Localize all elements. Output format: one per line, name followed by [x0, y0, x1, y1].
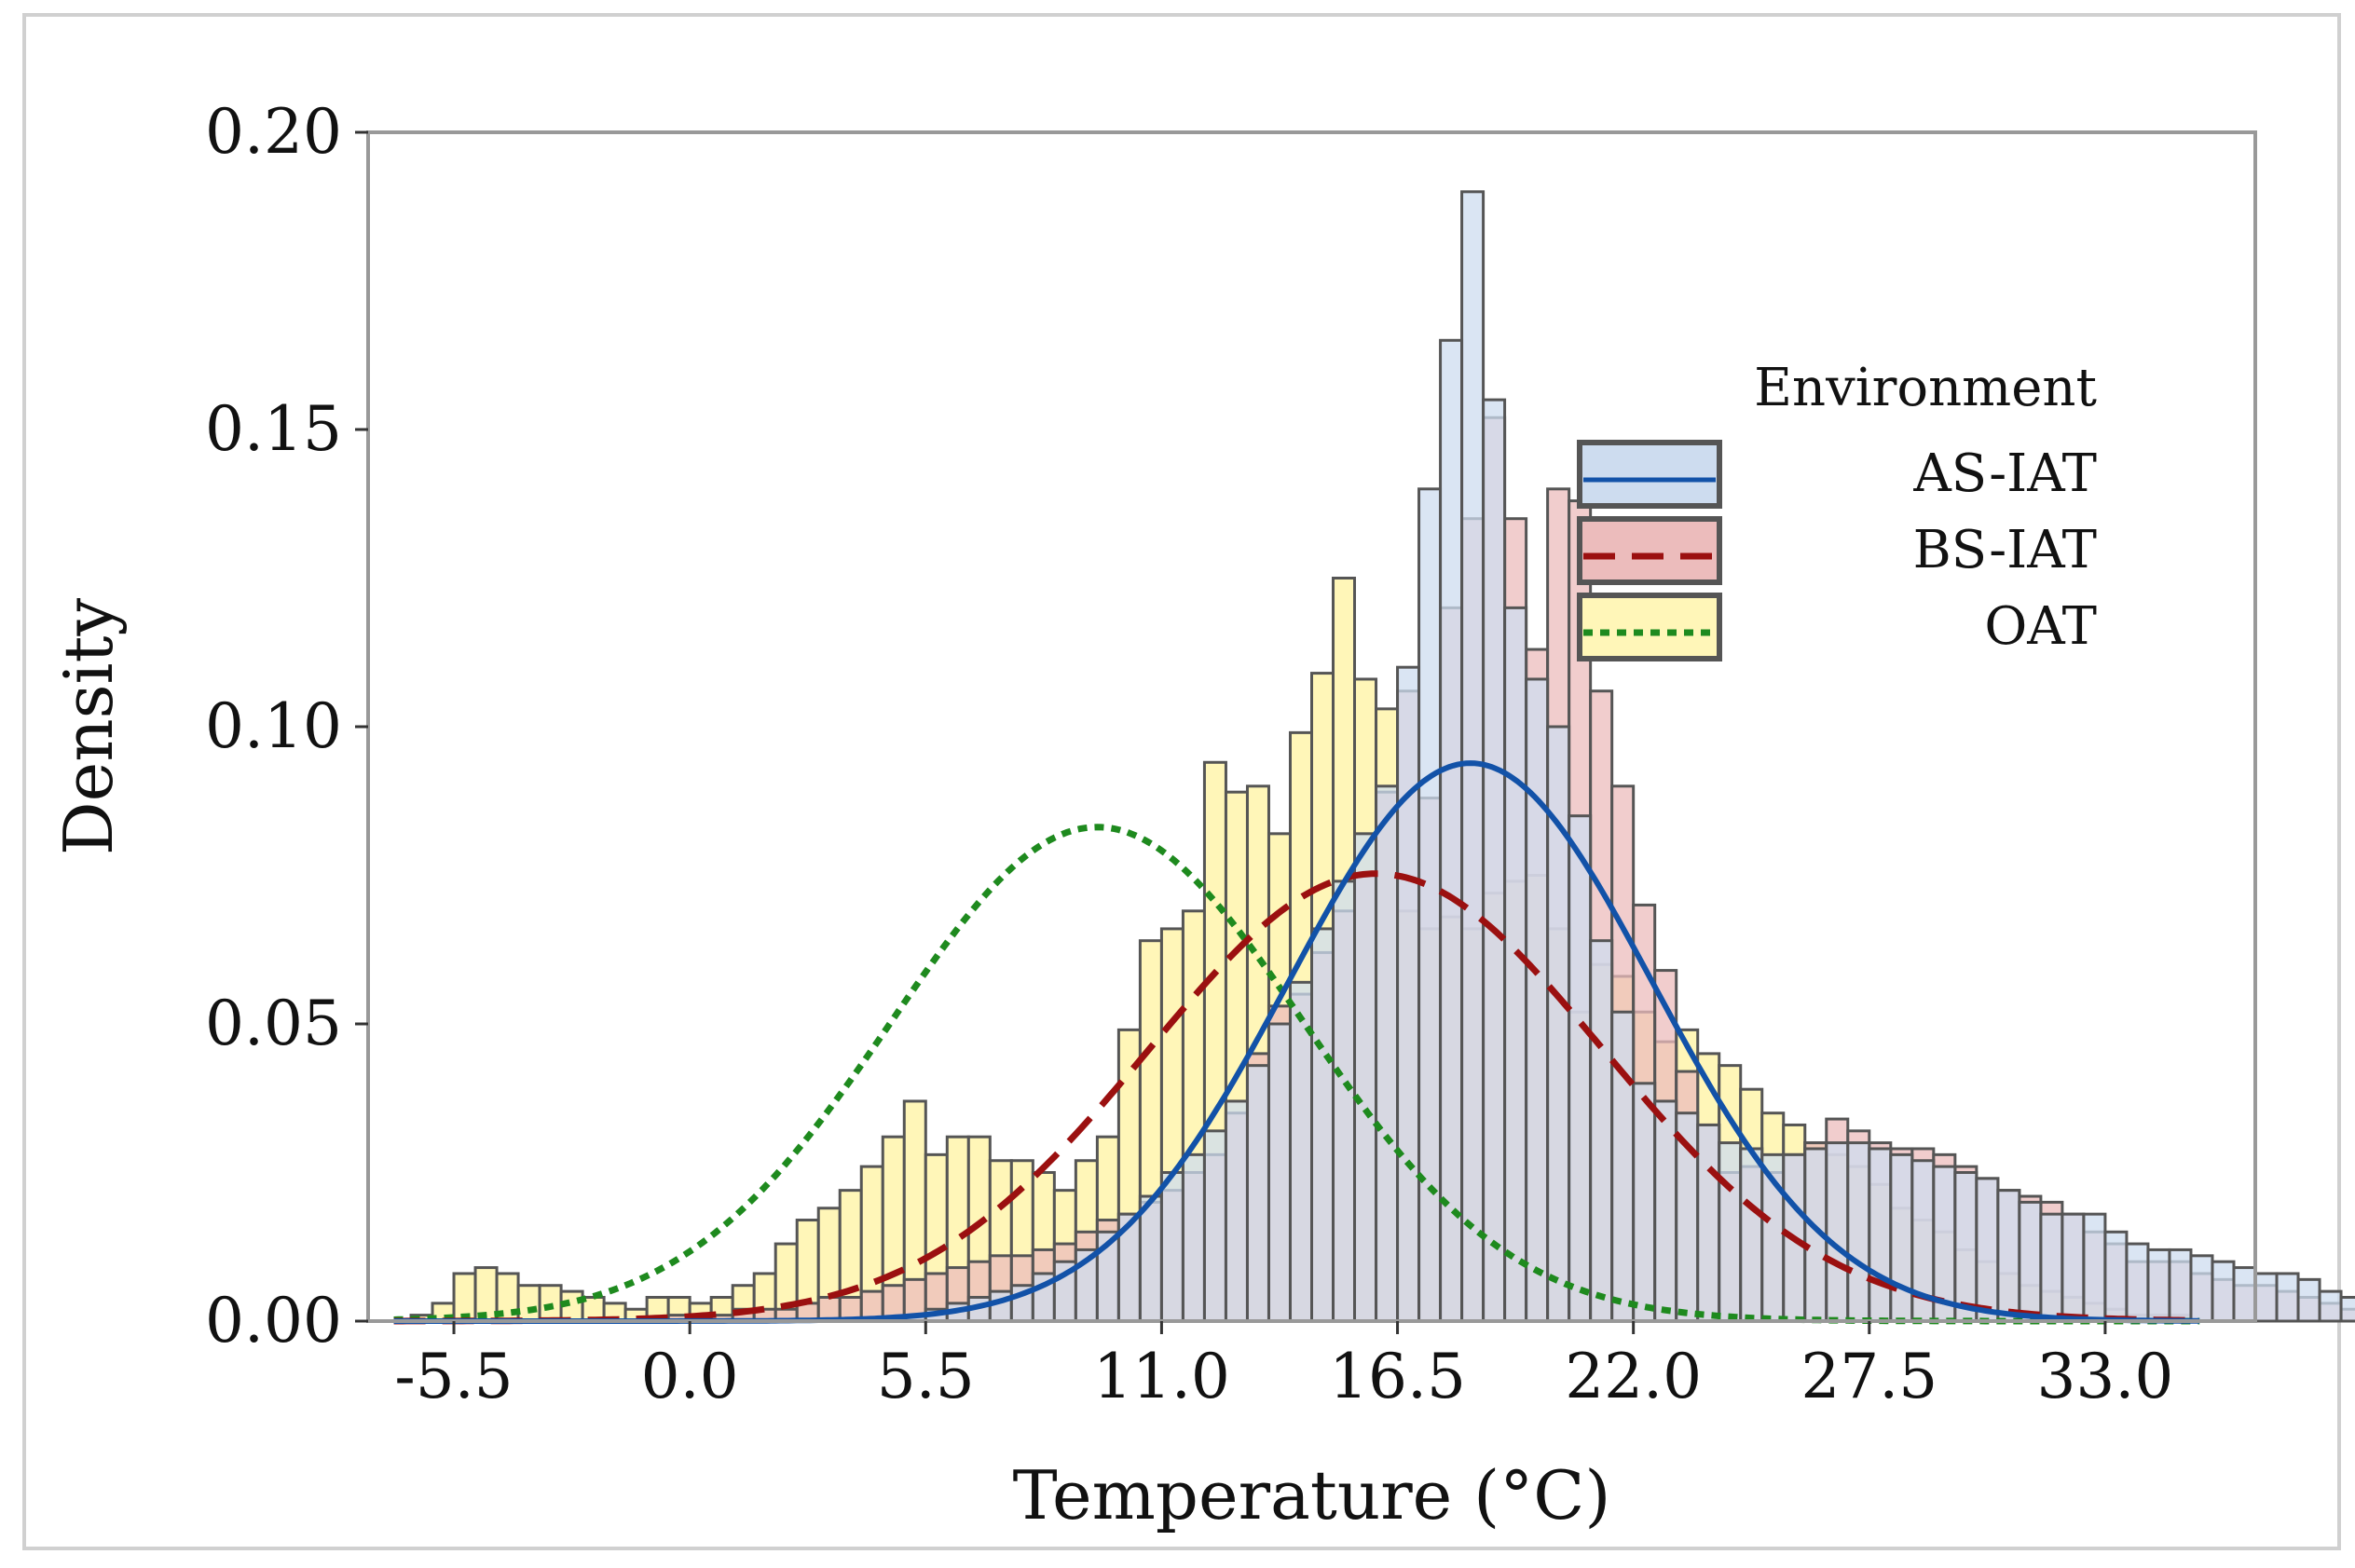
as-iat-bar — [1889, 1152, 1914, 1323]
as-iat-bar — [1396, 665, 1421, 1323]
as-iat-bar — [1202, 1129, 1227, 1323]
as-iat-bar — [2275, 1272, 2300, 1323]
as-iat-bar — [1589, 939, 1614, 1323]
as-iat-bar — [1568, 814, 1593, 1323]
as-iat-bar — [2339, 1295, 2355, 1323]
as-iat-bar — [2189, 1254, 2214, 1323]
as-iat-bar — [2211, 1260, 2236, 1323]
as-iat-bar — [1503, 606, 1528, 1323]
as-iat-bar — [2125, 1242, 2150, 1323]
as-iat-bar — [1953, 1171, 1978, 1323]
as-iat-bar — [2018, 1200, 2043, 1323]
as-iat-bar — [2168, 1248, 2193, 1323]
as-iat-bar — [1975, 1177, 2000, 1323]
axes: 0.00 0.05 0.10 0.15 0.20 -5.5 0.0 5.5 11.0 16.5 22… — [205, 96, 2257, 1412]
oat-legend-swatch — [1577, 593, 1722, 661]
y-tick-label: 0.00 — [205, 1285, 342, 1357]
as-iat-bar — [2061, 1212, 2086, 1323]
as-iat-bar — [2039, 1212, 2064, 1323]
x-tick-label: 0.0 — [641, 1341, 739, 1412]
as-iat-bar — [2296, 1277, 2321, 1323]
bs-iat-legend-label: BS-IAT — [1913, 520, 2097, 580]
legend: Environment AS-IAT BS-IAT OAT — [1577, 358, 2097, 661]
legend-title: Environment — [1754, 358, 2097, 418]
as-iat-bar — [1460, 190, 1486, 1323]
as-iat-bar — [1224, 1099, 1249, 1323]
as-iat-bar — [1653, 1099, 1678, 1323]
as-iat-bar — [1159, 1171, 1184, 1323]
x-tick-label: 27.5 — [1800, 1341, 1937, 1412]
bs-iat-kde-line — [393, 870, 2200, 1325]
as-iat-bar — [1417, 487, 1443, 1323]
y-tick-label: 0.05 — [205, 988, 342, 1059]
as-iat-bar — [1825, 1141, 1850, 1323]
as-iat-bar — [1245, 1064, 1270, 1323]
x-tick-label: -5.5 — [394, 1341, 513, 1412]
x-tick-label: 33.0 — [2036, 1341, 2173, 1412]
as-iat-bar — [2232, 1266, 2257, 1323]
as-iat-legend-swatch — [1577, 440, 1722, 509]
y-tick-label: 0.10 — [205, 690, 342, 762]
y-tick-label: 0.20 — [205, 96, 342, 168]
as-iat-bar — [1718, 1141, 1743, 1323]
as-iat-bar — [1332, 879, 1357, 1323]
oat-bar — [516, 1284, 541, 1323]
x-tick-label: 11.0 — [1093, 1341, 1230, 1412]
as-iat-bar — [2082, 1212, 2107, 1323]
x-tick-label: 5.5 — [877, 1341, 975, 1412]
as-iat-bar — [1482, 398, 1507, 1323]
as-iat-bar — [1868, 1147, 1893, 1323]
x-tick-label: 16.5 — [1329, 1341, 1466, 1412]
as-iat-bar — [2253, 1272, 2279, 1323]
as-iat-bar — [1310, 927, 1335, 1323]
as-iat-bar — [2103, 1230, 2129, 1323]
as-iat-bar — [1739, 1147, 1764, 1323]
y-tick-label: 0.15 — [205, 393, 342, 465]
y-axis-title: Density — [49, 598, 128, 856]
oat-bar — [538, 1284, 563, 1323]
as-iat-bar — [1610, 1010, 1636, 1323]
as-iat-bar — [1138, 1194, 1163, 1323]
as-iat-bar — [2146, 1248, 2171, 1323]
as-iat-bar — [1181, 1152, 1206, 1323]
x-axis-title: Temperature (°C) — [1013, 1456, 1611, 1534]
as-iat-bar — [1375, 784, 1400, 1323]
bs-iat-legend-swatch — [1577, 516, 1722, 585]
as-iat-bar — [1353, 832, 1378, 1323]
as-iat-bar — [1525, 677, 1550, 1323]
as-iat-bars — [902, 190, 2355, 1323]
x-tick-label: 22.0 — [1565, 1341, 1702, 1412]
as-iat-bar — [1439, 338, 1464, 1323]
as-iat-bar — [1846, 1141, 1871, 1323]
as-iat-bar — [1632, 1082, 1657, 1323]
as-iat-bar — [1996, 1189, 2021, 1323]
oat-legend-label: OAT — [1984, 596, 2097, 657]
as-iat-bar — [2318, 1289, 2343, 1323]
as-iat-bar — [1696, 1123, 1721, 1323]
as-iat-legend-label: AS-IAT — [1912, 443, 2097, 504]
as-iat-bar — [1266, 1022, 1292, 1323]
